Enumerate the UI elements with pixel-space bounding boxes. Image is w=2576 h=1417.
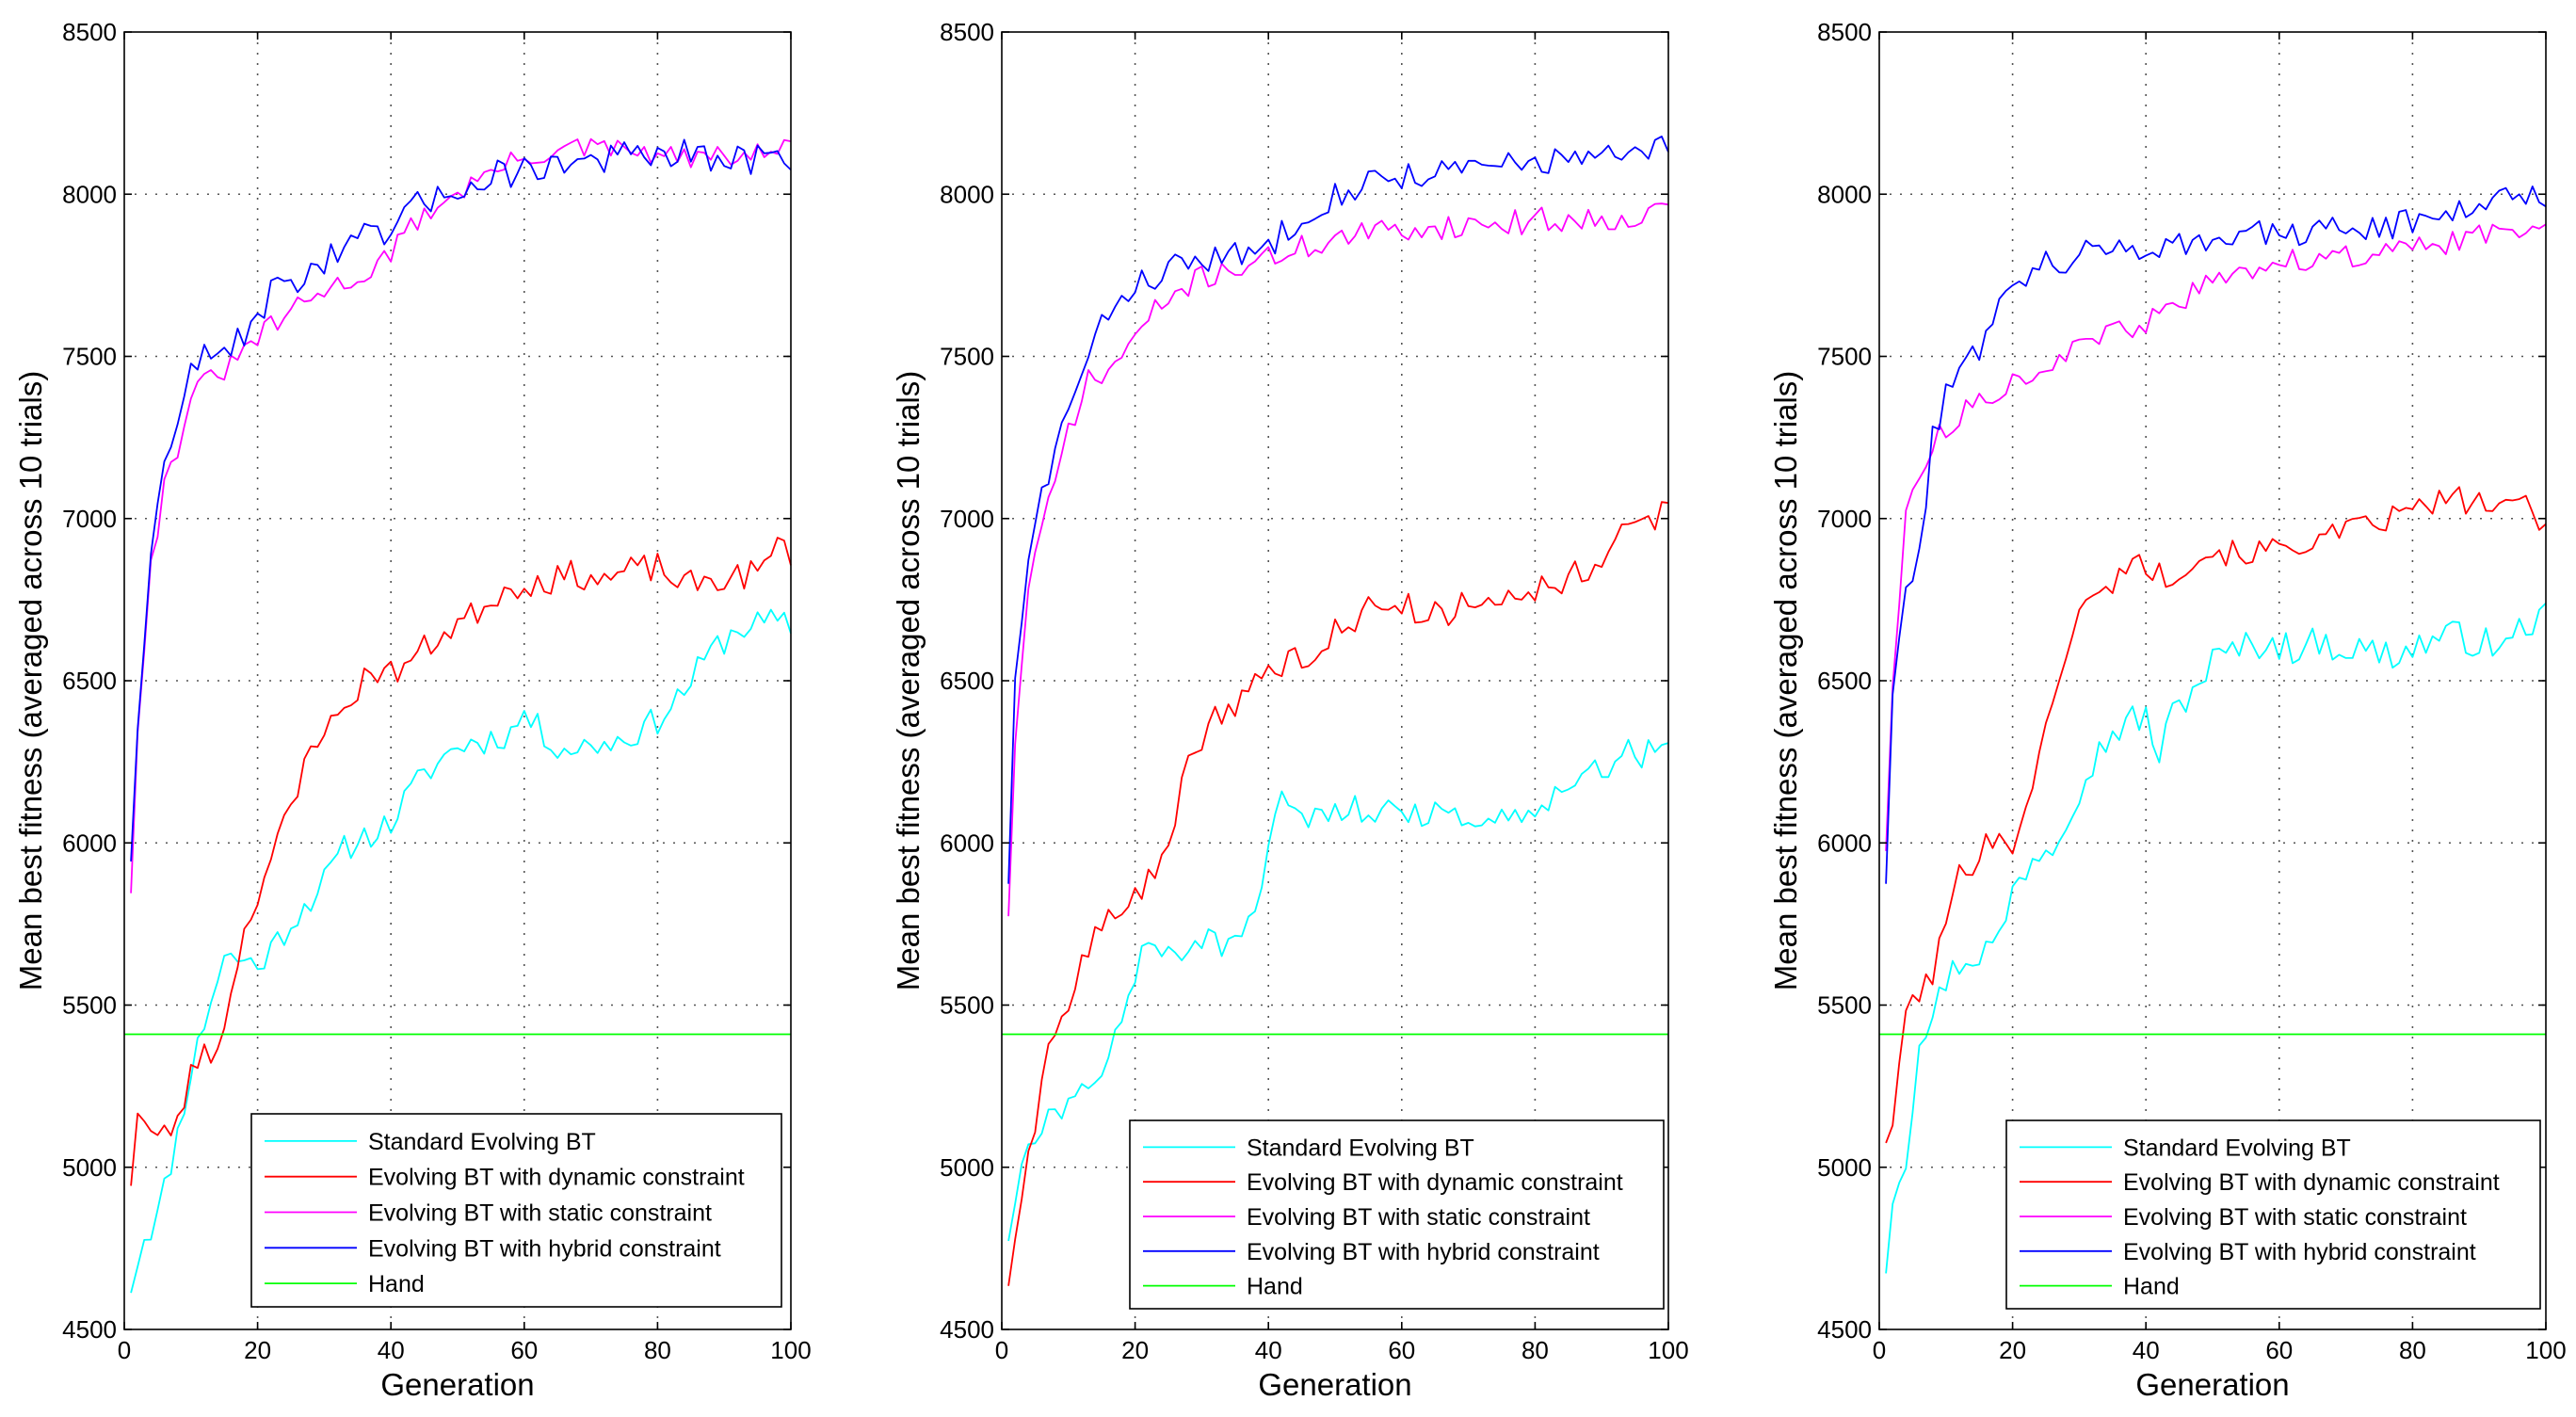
legend-label: Hand [1247, 1274, 1303, 1300]
x-axis-title: Generation [1258, 1367, 1411, 1402]
legend: Standard Evolving BT Evolving BT with dyn… [2005, 1119, 2541, 1310]
series-line-evolving-bt-with-hybrid-constraint [1885, 185, 2547, 884]
y-tick-label: 5500 [62, 991, 117, 1020]
y-tick-label: 6500 [62, 667, 117, 695]
legend-label: Evolving BT with hybrid constraint [368, 1235, 721, 1262]
legend: Standard Evolving BT Evolving BT with dyn… [1129, 1119, 1665, 1310]
legend-label: Hand [2123, 1274, 2180, 1300]
x-tick-label: 20 [1999, 1336, 2026, 1364]
legend-box [2005, 1119, 2541, 1310]
x-tick-label: 0 [118, 1336, 131, 1364]
y-tick-label: 8000 [62, 180, 117, 208]
y-tick-label: 7500 [940, 343, 994, 371]
y-tick-label: 8000 [940, 180, 994, 208]
legend-box [1129, 1119, 1665, 1310]
x-tick-label: 0 [1873, 1336, 1886, 1364]
legend-label: Evolving BT with static constraint [1247, 1204, 1590, 1231]
y-tick-label: 6500 [1817, 667, 1872, 695]
y-tick-label: 5500 [1817, 991, 1872, 1020]
chart-panel-3: 0 20 40 60 80 100 4500 5000 5500 6000 6500 7000 7500… [1768, 18, 2567, 1402]
series-line-evolving-bt-with-static-constraint [1007, 202, 1669, 917]
legend-label: Evolving BT with dynamic constraint [1247, 1169, 1623, 1196]
y-tick-label: 7500 [1817, 343, 1872, 371]
x-tick-label: 80 [1521, 1336, 1549, 1364]
x-tick-label: 20 [244, 1336, 271, 1364]
series-line-evolving-bt-with-static-constraint [130, 137, 792, 894]
series-line-evolving-bt-with-hybrid-constraint [130, 138, 792, 861]
y-tick-label: 5000 [1817, 1153, 1872, 1182]
y-tick-label: 7000 [62, 505, 117, 533]
x-tick-label: 60 [1388, 1336, 1415, 1364]
y-tick-label: 7000 [940, 505, 994, 533]
legend-label: Evolving BT with hybrid constraint [1247, 1239, 1600, 1265]
legend-label: Evolving BT with dynamic constraint [368, 1165, 745, 1191]
y-tick-label: 8500 [940, 18, 994, 46]
x-tick-label: 0 [995, 1336, 1008, 1364]
x-tick-label: 100 [1648, 1336, 1688, 1364]
legend-label: Evolving BT with hybrid constraint [2123, 1239, 2476, 1265]
y-axis-title: Mean best fitness (averaged across 10 tr… [1768, 371, 1803, 990]
y-tick-label: 6000 [940, 829, 994, 857]
x-tick-label: 40 [1255, 1336, 1282, 1364]
series-line-evolving-bt-with-hybrid-constraint [1007, 136, 1669, 884]
x-tick-label: 60 [2265, 1336, 2293, 1364]
legend-label: Standard Evolving BT [1247, 1135, 1474, 1161]
series-line-standard-evolving-bt [130, 608, 792, 1294]
y-tick-label: 5000 [940, 1153, 994, 1182]
y-tick-label: 8500 [62, 18, 117, 46]
x-tick-label: 80 [644, 1336, 671, 1364]
series-line-evolving-bt-with-dynamic-constraint [1007, 501, 1669, 1286]
y-tick-label: 6000 [1817, 829, 1872, 857]
y-tick-label: 7000 [1817, 505, 1872, 533]
chart-panel-1: 0 20 40 60 80 100 4500 5000 5500 6000 6500 7000 7500… [13, 18, 812, 1402]
y-tick-label: 4500 [940, 1315, 994, 1344]
series-line-evolving-bt-with-static-constraint [1885, 223, 2547, 851]
legend-label: Evolving BT with static constraint [368, 1200, 712, 1227]
y-axis-title: Mean best fitness (averaged across 10 tr… [891, 371, 926, 990]
y-tick-label: 6500 [940, 667, 994, 695]
y-tick-label: 8500 [1817, 18, 1872, 46]
y-tick-label: 7500 [62, 343, 117, 371]
legend: Standard Evolving BT Evolving BT with dyn… [250, 1113, 782, 1308]
x-axis-title: Generation [380, 1367, 534, 1402]
series-line-standard-evolving-bt [1885, 603, 2547, 1274]
y-axis-title: Mean best fitness (averaged across 10 tr… [13, 371, 48, 990]
legend-label: Evolving BT with dynamic constraint [2123, 1169, 2500, 1196]
legend-label: Hand [368, 1271, 425, 1297]
y-tick-label: 8000 [1817, 180, 1872, 208]
chart-panel-2: 0 20 40 60 80 100 4500 5000 5500 6000 6500 7000 7500… [891, 18, 1689, 1402]
legend-label: Standard Evolving BT [368, 1129, 596, 1155]
y-tick-label: 5500 [940, 991, 994, 1020]
x-tick-label: 60 [510, 1336, 538, 1364]
x-tick-label: 80 [2399, 1336, 2426, 1364]
legend-box [250, 1113, 782, 1308]
legend-label: Evolving BT with static constraint [2123, 1204, 2467, 1231]
y-tick-label: 5000 [62, 1153, 117, 1182]
y-tick-label: 4500 [1817, 1315, 1872, 1344]
x-tick-label: 40 [378, 1336, 405, 1364]
series-line-evolving-bt-with-dynamic-constraint [1885, 486, 2547, 1144]
y-tick-label: 6000 [62, 829, 117, 857]
legend-label: Standard Evolving BT [2123, 1135, 2351, 1161]
x-tick-label: 100 [2525, 1336, 2566, 1364]
x-axis-title: Generation [2135, 1367, 2289, 1402]
series-line-standard-evolving-bt [1007, 738, 1669, 1242]
x-tick-label: 100 [770, 1336, 811, 1364]
series-line-evolving-bt-with-dynamic-constraint [130, 537, 792, 1186]
y-tick-label: 4500 [62, 1315, 117, 1344]
x-tick-label: 20 [1121, 1336, 1149, 1364]
x-tick-label: 40 [2133, 1336, 2160, 1364]
